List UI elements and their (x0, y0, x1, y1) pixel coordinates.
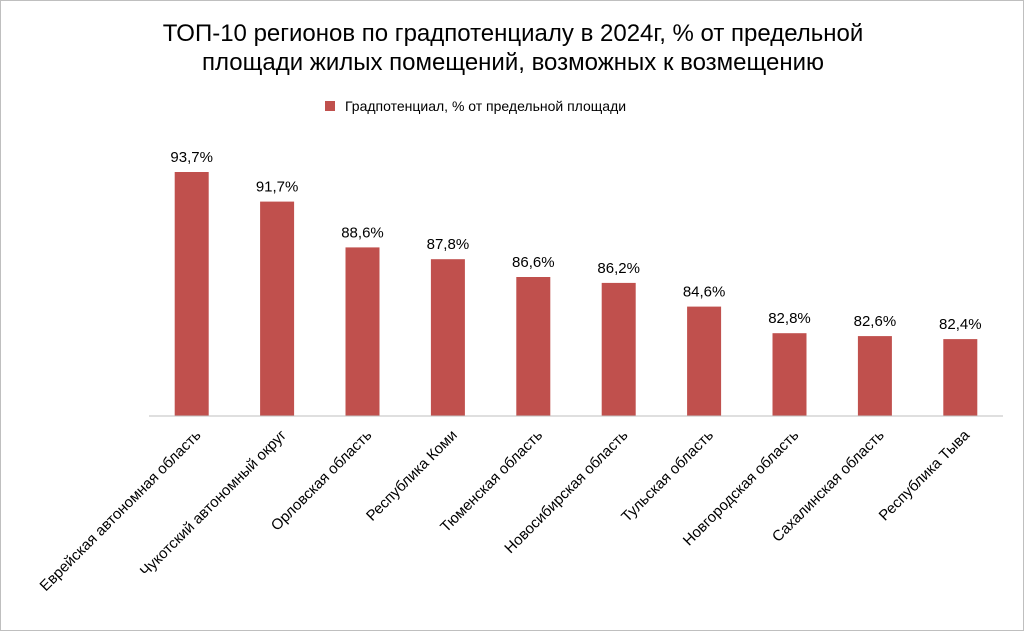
bar-10 (943, 339, 978, 416)
plot-area: 93,7% Еврейская автономная область 91,7% Чу… (37, 149, 1003, 595)
category-label-7: Тульская область (618, 427, 717, 526)
data-label-7: 84,6% (683, 284, 726, 301)
category-label-1: Еврейская автономная область (37, 427, 205, 595)
bar-2 (260, 201, 295, 416)
bar-5 (516, 277, 551, 416)
category-label-4: Республика Коми (363, 427, 461, 525)
data-label-10: 82,4% (939, 316, 982, 333)
data-label-5: 86,6% (512, 254, 555, 271)
data-label-9: 82,6% (854, 313, 897, 330)
bar-7 (687, 306, 722, 416)
data-label-4: 87,8% (427, 236, 470, 253)
data-label-3: 88,6% (341, 224, 384, 241)
data-label-2: 91,7% (256, 179, 299, 196)
data-label-8: 82,8% (768, 310, 811, 327)
data-label-6: 86,2% (597, 260, 640, 277)
chart-title-line-2: площади жилых помещений, возможных к воз… (202, 49, 824, 76)
bar-4 (430, 259, 465, 416)
category-label-10: Республика Тыва (876, 426, 974, 524)
legend-swatch (325, 101, 335, 111)
bar-1 (174, 172, 209, 416)
bar-6 (601, 282, 636, 416)
bar-9 (857, 336, 892, 416)
chart-title-line-1: ТОП-10 регионов по градпотенциалу в 2024… (163, 20, 864, 47)
bar-8 (772, 333, 807, 416)
bar-3 (345, 247, 380, 416)
legend: Градпотенциал, % от предельной площади (325, 98, 626, 114)
category-label-2: Чукотский автономный округ (137, 426, 291, 580)
chart-title: ТОП-10 регионов по градпотенциалу в 2024… (163, 20, 864, 76)
data-label-1: 93,7% (170, 149, 213, 166)
legend-label: Градпотенциал, % от предельной площади (345, 98, 626, 114)
